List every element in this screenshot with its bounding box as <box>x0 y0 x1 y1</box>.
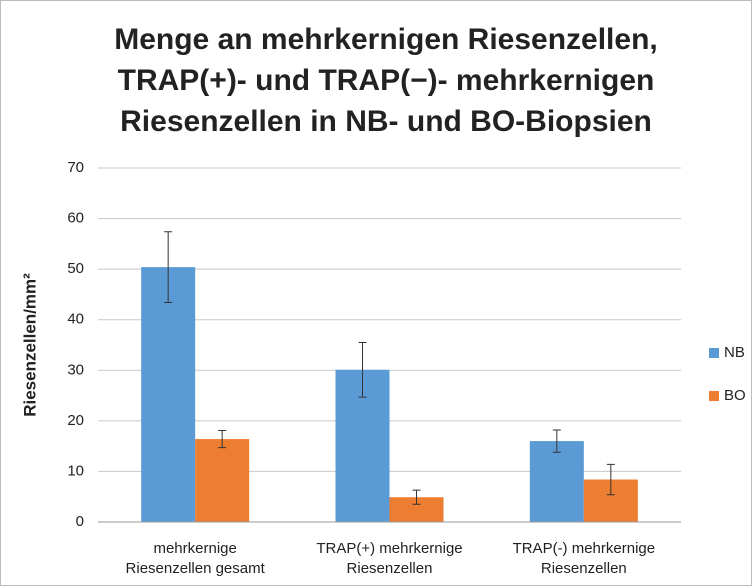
y-tick-label: 50 <box>67 260 84 277</box>
y-tick-label: 30 <box>67 361 84 378</box>
error-bar <box>164 231 173 304</box>
x-tick-label: TRAP(+) mehrkernige Riesenzellen <box>316 540 463 577</box>
bar <box>529 441 584 522</box>
legend-swatch <box>709 391 719 401</box>
legend-label: NB <box>724 344 745 361</box>
error-bar <box>552 429 561 453</box>
legend-label: BO <box>724 387 746 404</box>
y-tick-label: 70 <box>67 159 84 176</box>
error-bar <box>412 489 421 505</box>
error-bar <box>218 429 227 449</box>
y-axis-label: Riesenzellen/mm² <box>20 273 39 417</box>
chart-title: Menge an mehrkernigen Riesenzellen, TRAP… <box>114 23 658 138</box>
y-tick-label: 40 <box>67 311 84 328</box>
x-tick-label: TRAP(-) mehrkernige Riesenzellen <box>512 540 656 577</box>
y-tick-label: 10 <box>67 462 84 479</box>
y-tick-label: 0 <box>76 513 84 530</box>
bar <box>141 267 196 522</box>
y-tick-label: 20 <box>67 412 84 429</box>
y-tick-label: 60 <box>67 210 84 227</box>
error-bar <box>606 463 615 496</box>
error-bar <box>358 341 367 398</box>
bar <box>195 439 250 522</box>
x-tick-label: mehrkernige Riesenzellen gesamt <box>125 540 265 577</box>
legend-swatch <box>709 348 719 358</box>
